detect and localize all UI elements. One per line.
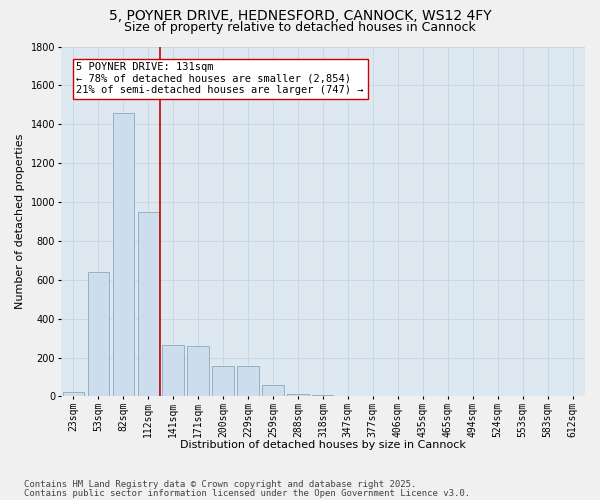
Bar: [287, 394, 308, 396]
Bar: [88, 272, 109, 396]
Bar: [137, 212, 159, 396]
Text: Contains HM Land Registry data © Crown copyright and database right 2025.: Contains HM Land Registry data © Crown c…: [24, 480, 416, 489]
Bar: [113, 112, 134, 397]
Bar: [238, 366, 259, 396]
Bar: [163, 345, 184, 397]
Bar: [187, 346, 209, 397]
Bar: [62, 392, 84, 396]
Y-axis label: Number of detached properties: Number of detached properties: [15, 134, 25, 309]
X-axis label: Distribution of detached houses by size in Cannock: Distribution of detached houses by size …: [180, 440, 466, 450]
Bar: [262, 385, 284, 396]
Text: Contains public sector information licensed under the Open Government Licence v3: Contains public sector information licen…: [24, 489, 470, 498]
Text: Size of property relative to detached houses in Cannock: Size of property relative to detached ho…: [124, 22, 476, 35]
Text: 5, POYNER DRIVE, HEDNESFORD, CANNOCK, WS12 4FY: 5, POYNER DRIVE, HEDNESFORD, CANNOCK, WS…: [109, 9, 491, 23]
Bar: [212, 366, 233, 396]
Text: 5 POYNER DRIVE: 131sqm
← 78% of detached houses are smaller (2,854)
21% of semi-: 5 POYNER DRIVE: 131sqm ← 78% of detached…: [76, 62, 364, 96]
